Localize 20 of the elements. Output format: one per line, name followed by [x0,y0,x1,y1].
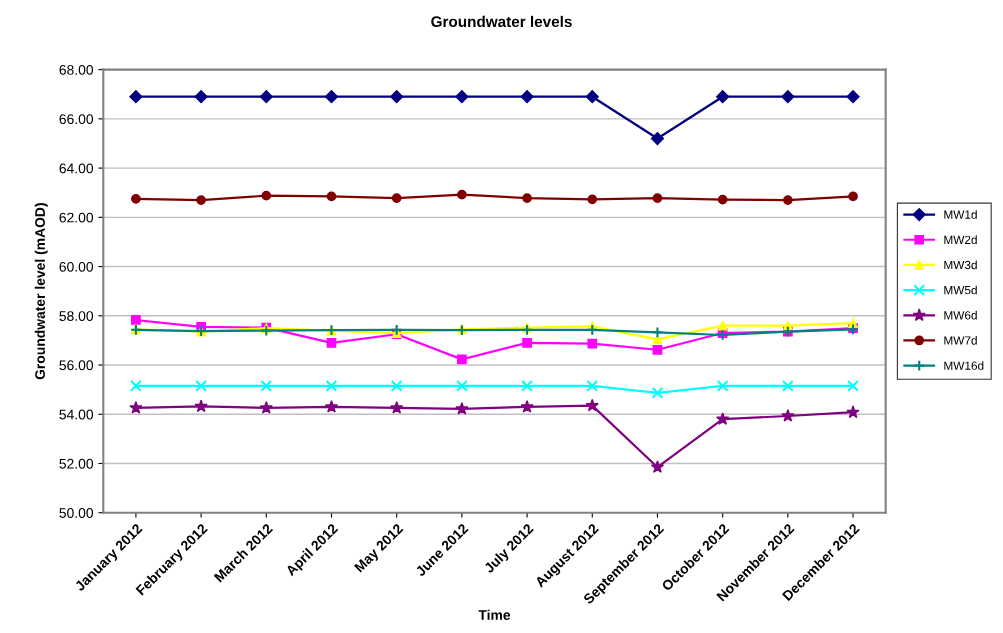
y-tick-label: 52.00 [59,458,94,469]
y-tick-label: 64.00 [59,163,94,174]
legend-label: MW16d [944,361,984,370]
legend-label: MW1d [944,210,977,219]
y-tick-label: 66.00 [59,114,94,125]
legend-label: MW7d [944,336,977,345]
chart-title: Groundwater levels [431,15,572,28]
y-axis-title: Groundwater level (mAOD) [34,203,48,380]
legend-label: MW5d [944,285,977,295]
y-tick-label: 68.00 [59,64,94,75]
y-tick-label: 50.00 [59,508,94,518]
y-tick-label: 58.00 [59,311,94,321]
y-tick-label: 54.00 [59,409,94,420]
legend-label: MW2d [944,235,977,245]
y-tick-label: 62.00 [59,212,94,223]
legend-label: MW6d [944,310,977,320]
y-tick-label: 60.00 [59,261,94,272]
x-axis-title: Time [478,609,511,620]
y-tick-label: 56.00 [59,360,94,371]
legend-label: MW3d [944,260,977,270]
